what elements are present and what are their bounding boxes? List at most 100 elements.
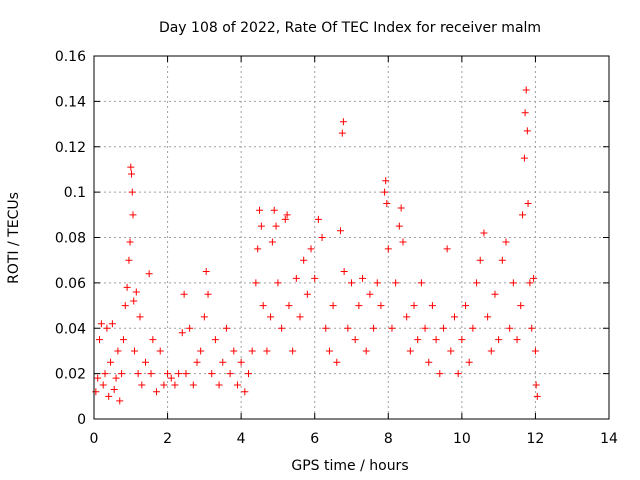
data-point — [344, 324, 352, 332]
data-point — [189, 381, 197, 389]
data-point — [397, 204, 405, 212]
data-point — [127, 163, 135, 171]
data-point — [414, 336, 422, 344]
data-point — [318, 234, 326, 241]
data-point — [230, 347, 238, 355]
data-point — [125, 256, 133, 264]
data-point — [92, 388, 100, 396]
data-point — [359, 274, 367, 282]
data-point — [289, 347, 297, 355]
data-point — [97, 320, 105, 328]
y-tick-label: 0.02 — [55, 367, 86, 383]
data-point — [526, 279, 534, 287]
data-point — [366, 290, 374, 298]
data-point — [517, 302, 525, 310]
data-point — [465, 358, 473, 366]
data-point — [399, 238, 407, 246]
data-point — [292, 274, 300, 282]
data-point — [156, 347, 164, 355]
data-point — [101, 370, 109, 378]
data-point — [129, 211, 137, 219]
data-point — [178, 329, 186, 337]
data-point — [523, 127, 531, 135]
data-point — [436, 370, 444, 378]
data-point — [215, 381, 223, 389]
data-point — [403, 313, 411, 321]
data-point — [160, 381, 168, 389]
data-point — [443, 245, 451, 253]
data-point — [381, 188, 389, 196]
data-point — [530, 274, 538, 282]
data-point — [307, 245, 315, 253]
chart-title: Day 108 of 2022, Rate Of TEC Index for r… — [159, 20, 541, 36]
y-tick-label: 0.08 — [55, 231, 86, 247]
data-point — [96, 336, 104, 344]
data-point — [254, 245, 262, 253]
data-point — [105, 392, 113, 400]
y-tick-label: 0.04 — [55, 321, 86, 337]
data-point — [114, 347, 122, 355]
data-point — [281, 215, 289, 223]
data-point — [495, 336, 503, 344]
data-point — [103, 324, 111, 332]
x-tick-label: 4 — [237, 431, 246, 447]
data-points — [92, 86, 541, 405]
data-point — [528, 324, 536, 332]
y-tick-label: 0 — [77, 412, 86, 428]
data-point — [222, 324, 230, 332]
data-point — [410, 302, 418, 310]
x-tick-label: 12 — [527, 431, 545, 447]
x-tick-label: 6 — [310, 431, 319, 447]
data-point — [373, 279, 381, 287]
data-point — [362, 347, 370, 355]
y-tick-label: 0.12 — [55, 140, 86, 156]
data-point — [175, 370, 183, 378]
data-point — [522, 86, 530, 94]
data-point — [274, 279, 282, 287]
data-point — [454, 370, 462, 378]
data-point — [252, 279, 260, 287]
data-point — [147, 370, 155, 378]
data-point — [395, 222, 403, 230]
data-point — [447, 347, 455, 355]
data-point — [473, 279, 481, 287]
y-tick-label: 0.14 — [55, 94, 86, 110]
data-point — [382, 177, 390, 185]
data-point — [121, 302, 129, 310]
data-point — [406, 347, 414, 355]
data-point — [421, 324, 429, 332]
data-point — [383, 199, 391, 207]
data-point — [248, 347, 256, 355]
data-point — [107, 358, 115, 366]
x-tick-label: 0 — [90, 431, 99, 447]
data-point — [340, 268, 348, 276]
data-point — [425, 358, 433, 366]
data-point — [314, 215, 322, 223]
x-axis-label: GPS time / hours — [291, 458, 408, 474]
data-point — [336, 227, 344, 235]
data-point — [237, 358, 245, 366]
data-point — [520, 154, 528, 162]
data-point — [509, 279, 517, 287]
data-point — [469, 324, 477, 332]
data-point — [202, 268, 210, 276]
y-tick-label: 0.16 — [55, 49, 86, 65]
data-point — [94, 374, 102, 382]
data-point — [134, 370, 142, 378]
data-point — [384, 245, 392, 253]
data-point — [296, 313, 304, 321]
data-point — [524, 199, 532, 207]
data-point — [533, 392, 541, 400]
data-point — [130, 297, 138, 305]
data-point — [268, 238, 276, 246]
data-point — [498, 256, 506, 264]
data-point — [428, 302, 436, 310]
data-point — [256, 206, 264, 214]
data-point — [502, 238, 510, 246]
data-point — [211, 336, 219, 344]
data-point — [513, 336, 521, 344]
data-point — [351, 336, 359, 344]
data-point — [259, 302, 267, 310]
data-point — [506, 324, 514, 332]
